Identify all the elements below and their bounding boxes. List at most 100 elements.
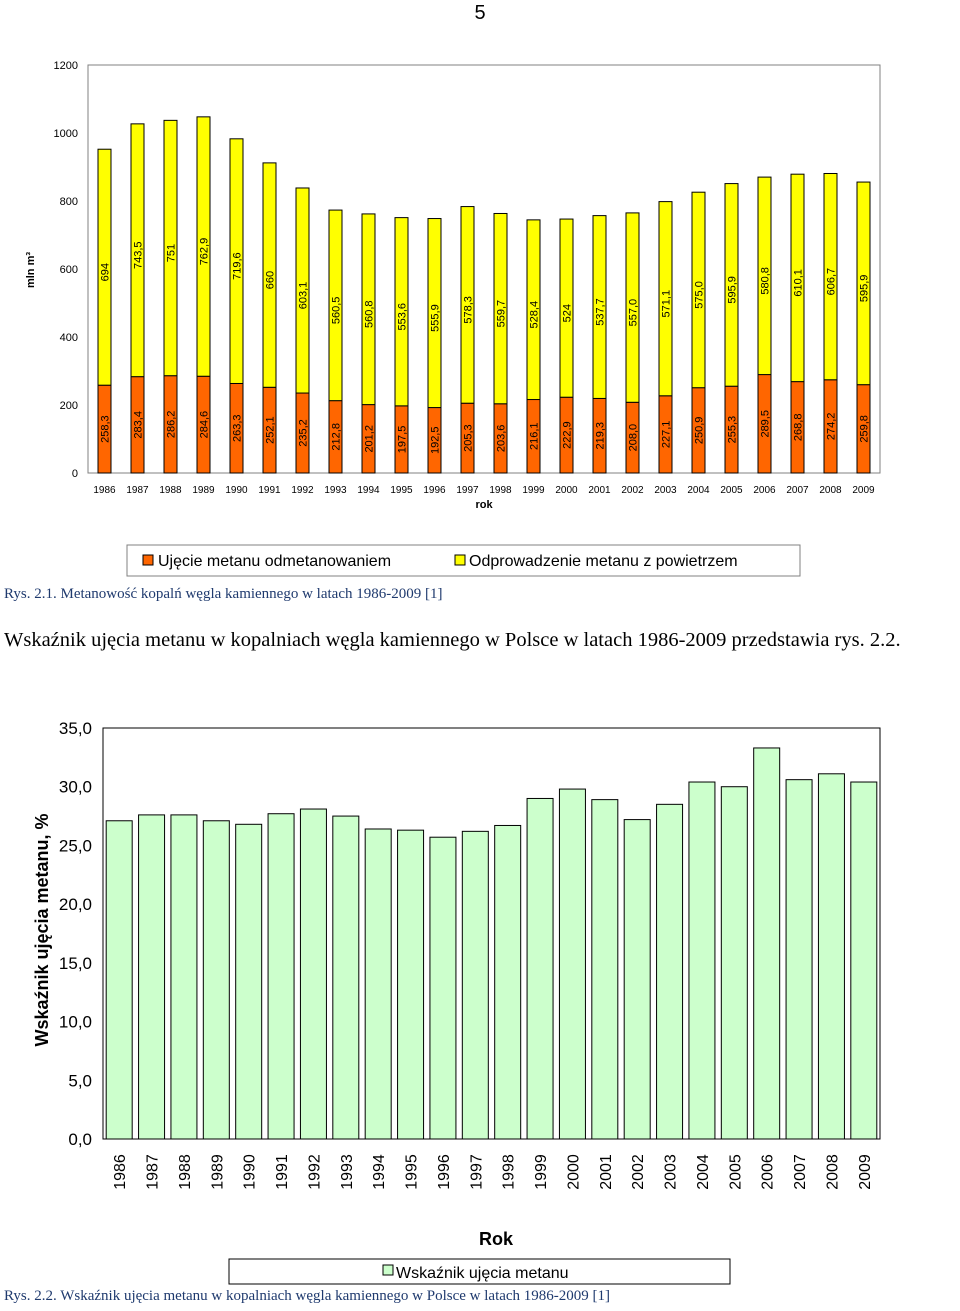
data-label-captured: 258,3 (100, 415, 112, 443)
legend: Wskaźnik ujęcia metanu (228, 1258, 731, 1285)
y-tick-label: 5,0 (68, 1071, 92, 1090)
bar-ventilated (559, 218, 574, 398)
data-label-captured: 268,8 (793, 414, 805, 442)
data-label-captured: 219,3 (595, 422, 607, 450)
x-tick-label: 2008 (824, 1154, 841, 1190)
x-tick-label: 1988 (159, 485, 182, 496)
data-label-ventilated: 595,9 (727, 276, 739, 304)
data-label-ventilated: 524 (562, 304, 574, 322)
data-label-ventilated: 719,6 (232, 252, 244, 280)
x-tick-label: 1997 (456, 485, 479, 496)
data-label-captured: 208,0 (628, 424, 640, 452)
bar-ventilated (823, 172, 838, 381)
bar-index (235, 823, 263, 1140)
data-label-ventilated: 595,9 (859, 275, 871, 303)
bar-index (170, 814, 198, 1140)
bar-index (299, 808, 327, 1140)
x-tick-label: 1986 (112, 1154, 129, 1190)
data-label-captured: 252,1 (265, 416, 277, 444)
data-label-ventilated: 743,5 (133, 241, 145, 269)
x-tick-label: 1988 (177, 1154, 194, 1190)
bar-index (461, 830, 489, 1140)
data-label-ventilated: 571,1 (661, 290, 673, 318)
y-tick-label: 30,0 (59, 778, 92, 797)
x-tick-label: 1992 (291, 485, 314, 496)
bar-index (429, 836, 457, 1140)
x-tick-label: 1993 (339, 1154, 356, 1190)
x-tick-label: 1993 (324, 485, 347, 496)
x-tick-label: 2009 (852, 485, 875, 496)
bar-index (397, 829, 425, 1140)
x-tick-label: 1995 (404, 1154, 421, 1190)
data-label-ventilated: 560,8 (364, 300, 376, 328)
data-label-ventilated: 751 (166, 244, 178, 262)
bar-index (817, 773, 845, 1140)
data-label-captured: 289,5 (760, 410, 772, 438)
bar-ventilated (592, 215, 607, 399)
x-tick-label: 2002 (630, 1154, 647, 1190)
x-tick-label: 2000 (565, 1154, 582, 1190)
plot-area (102, 727, 881, 1140)
x-tick-label: 2006 (753, 485, 776, 496)
legend-label-captured: Ujęcie metanu odmetanowaniem (158, 553, 391, 570)
bar-index (138, 814, 166, 1140)
x-tick-label: 1998 (501, 1154, 518, 1190)
data-label-ventilated: 580,8 (760, 267, 772, 295)
data-label-ventilated: 694 (100, 263, 112, 281)
y-tick-label: 1200 (54, 60, 78, 72)
bar-ventilated (757, 176, 772, 376)
data-label-captured: 197,5 (397, 426, 409, 454)
x-tick-label: 2001 (588, 485, 611, 496)
x-tick-label: 2006 (760, 1154, 777, 1190)
x-tick-label: 2004 (687, 485, 710, 496)
y-tick-label: 35,0 (59, 719, 92, 738)
x-tick-label: 2002 (621, 485, 644, 496)
bar-index (753, 747, 781, 1140)
x-tick-label: 1996 (423, 485, 446, 496)
x-tick-label: 1987 (145, 1154, 162, 1190)
data-label-captured: 203,6 (496, 425, 508, 453)
y-tick-label: 0 (72, 468, 78, 480)
bar-index (494, 824, 522, 1140)
x-tick-label: 2007 (792, 1154, 809, 1190)
data-label-captured: 255,3 (727, 416, 739, 444)
bar-ventilated (262, 162, 277, 388)
legend-swatch-captured (142, 554, 154, 566)
bar-ventilated (229, 138, 244, 384)
data-label-captured: 284,6 (199, 411, 211, 439)
bar-ventilated (295, 187, 310, 394)
bar-index (850, 781, 878, 1140)
data-label-ventilated: 528,4 (529, 301, 541, 329)
data-label-ventilated: 560,5 (331, 297, 343, 325)
figure-caption-1: Rys. 2.1. Metanowość kopalń węgla kamien… (4, 586, 443, 602)
x-tick-label: 1996 (436, 1154, 453, 1190)
data-label-captured: 286,2 (166, 411, 178, 439)
bar-index (720, 786, 748, 1140)
methane-stacked-bar-chart: 0 200 400 600 800 1000 1200 mln m³ 258,3 694 1986 2… (25, 60, 881, 577)
bar-index (623, 819, 651, 1140)
data-label-captured: 212,8 (331, 423, 343, 451)
data-label-captured: 250,9 (694, 417, 706, 445)
legend-swatch-index (382, 1264, 394, 1276)
x-tick-label: 1992 (306, 1154, 323, 1190)
legend-box (228, 1258, 731, 1285)
data-label-captured: 216,1 (529, 422, 541, 450)
body-paragraph: Wskaźnik ujęcia metanu w kopalniach węgl… (4, 629, 901, 651)
bar-ventilated (394, 217, 409, 407)
data-label-ventilated: 762,9 (199, 238, 211, 266)
x-tick-label: 1991 (274, 1154, 291, 1190)
y-tick-label: 1000 (54, 128, 78, 140)
data-label-captured: 274,2 (826, 413, 838, 441)
data-label-captured: 259,8 (859, 415, 871, 443)
bar-index (267, 813, 295, 1140)
x-axis-title: rok (475, 499, 493, 511)
legend-label-ventilated: Odprowadzenie metanu z powietrzem (469, 553, 738, 570)
bar-ventilated (163, 119, 178, 377)
bar-index (332, 815, 360, 1140)
legend-swatch-ventilated (454, 554, 466, 566)
data-label-captured: 205,3 (463, 424, 475, 452)
x-tick-label: 2003 (663, 1154, 680, 1190)
x-tick-label: 1995 (390, 485, 413, 496)
x-tick-label: 1998 (489, 485, 512, 496)
x-tick-label: 1989 (209, 1154, 226, 1190)
